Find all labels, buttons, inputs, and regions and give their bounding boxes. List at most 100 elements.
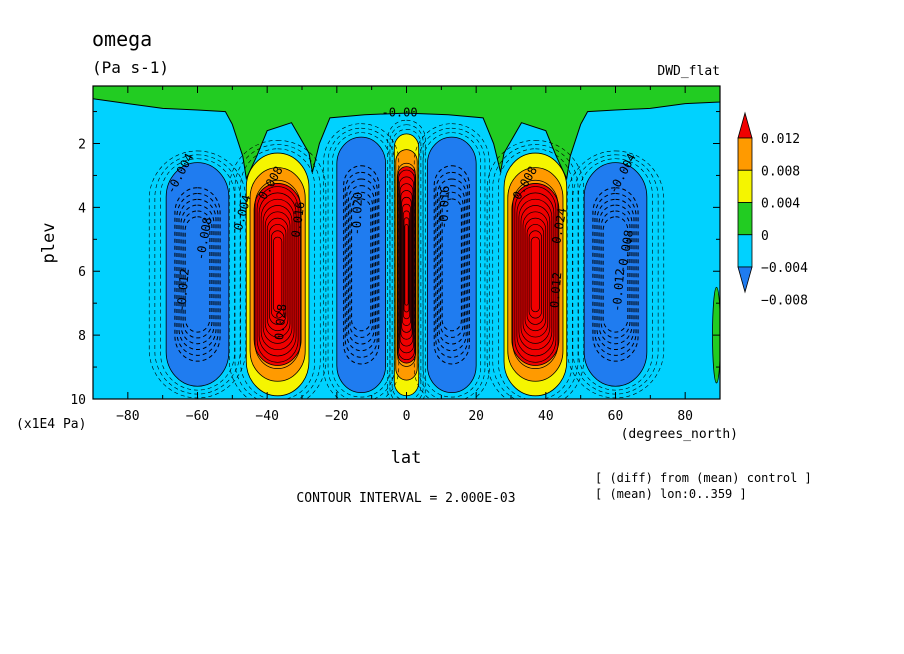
south-subtropical-positive-cell-halo-3 <box>229 140 327 399</box>
colorbar-bottom-arrow <box>737 266 753 294</box>
north-tropical-negative-cell-fill-0 <box>426 136 477 394</box>
north-subtropical-positive-cell <box>503 152 568 397</box>
north-midlat-negative-cell-halo-1 <box>578 158 653 391</box>
x-axis-units: (degrees_north) <box>621 427 738 442</box>
north-midlat-negative-cell-ring-0 <box>592 187 639 362</box>
colorbar-label-4: −0.004 <box>761 261 808 276</box>
y-tick-label-1: 4 <box>78 201 86 216</box>
colorbar-label-2: 0.004 <box>761 197 800 212</box>
north-tropical-negative-cell-ring-1 <box>435 171 469 358</box>
contour-label-14: -0.016 <box>437 185 453 229</box>
south-tropical-negative-cell-fill-0 <box>336 136 387 394</box>
y-axis-label: plev <box>39 223 59 264</box>
north-midlat-negative-cell-ring-4 <box>600 210 631 339</box>
north-midlat-negative-cell-ring-1 <box>594 193 637 356</box>
contour-label-11: 0.012 <box>547 271 564 308</box>
equatorial-updraft-core-ring-9 <box>404 224 409 306</box>
south-subtropical-positive-cell <box>245 152 310 397</box>
north-tropical-negative-cell-ring-0 <box>433 165 470 365</box>
y-tick-label-3: 8 <box>78 329 86 344</box>
south-subtropical-positive-cell-ring-0 <box>254 179 301 369</box>
north-subtropical-positive-cell-ring-3 <box>518 198 553 351</box>
equatorial-updraft-core-ring-5 <box>401 196 412 333</box>
equatorial-updraft-core-halo-3 <box>387 119 426 399</box>
south-tropical-negative-cell-ring-4 <box>349 191 373 338</box>
x-tick-label-2: −40 <box>255 409 278 424</box>
north-tropical-negative-cell-ring-3 <box>438 185 466 345</box>
x-tick-label-6: 40 <box>538 409 554 424</box>
y-tick-label-0: 2 <box>78 137 86 152</box>
x-tick-label-4: 0 <box>403 409 411 424</box>
north-subtropical-positive-cell-ring-7 <box>526 224 545 325</box>
north-tropical-negative-cell-halo-3 <box>413 123 490 399</box>
x-tick-label-8: 80 <box>677 409 693 424</box>
south-subtropical-positive-cell-ring-9 <box>273 236 283 313</box>
north-midlat-negative-cell-ring-5 <box>602 216 629 333</box>
contour-label-0: -0.00 <box>381 105 417 119</box>
north-subtropical-positive-cell-ring-2 <box>516 192 555 357</box>
south-subtropical-positive-cell-ring-5 <box>264 211 291 338</box>
colorbar-label-1: 0.008 <box>761 164 800 179</box>
chart-units: (Pa s-1) <box>92 58 169 77</box>
equatorial-updraft-core-ring-0 <box>397 162 416 367</box>
x-axis: −80 −60 −40 −20 0 20 40 60 80 <box>92 86 721 424</box>
north-tropical-negative-cell-ring-5 <box>441 198 462 332</box>
y-tick-label-4: 10 <box>70 393 86 408</box>
contour-label-8: -0.012 <box>610 268 628 312</box>
south-subtropical-positive-cell-ring-3 <box>260 198 295 351</box>
equatorial-updraft-core-halo-1 <box>391 129 422 399</box>
north-midlat-negative-cell-ring-2 <box>596 198 635 351</box>
chart-title: omega <box>92 27 152 51</box>
south-tropical-negative-cell-ring-3 <box>347 185 375 345</box>
x-tick-label-5: 20 <box>468 409 484 424</box>
equatorial-updraft-core-ring-1 <box>398 169 415 361</box>
equatorial-updraft-core-ring-4 <box>400 190 413 340</box>
equatorial-updraft-core-ring-8 <box>403 217 410 313</box>
south-midlat-negative-cell-ring-4 <box>182 210 213 339</box>
north-tropical-negative-cell <box>426 136 477 394</box>
colorbar-label-0: 0.012 <box>761 132 800 147</box>
y-tick-label-2: 6 <box>78 265 86 280</box>
south-tropical-negative-cell-ring-5 <box>351 198 372 332</box>
top-neutral-band <box>93 86 720 181</box>
contour-label-12: 0.024 <box>549 207 569 245</box>
colorbar-label-3: 0 <box>761 229 769 244</box>
north-tropical-negative-cell-ring-2 <box>436 178 467 352</box>
colorbar-label-5: −0.008 <box>761 293 808 308</box>
north-midlat-negative-cell-ring-3 <box>598 204 633 345</box>
south-subtropical-positive-cell-ring-8 <box>270 230 285 319</box>
colorbar-swatch-1 <box>737 169 753 203</box>
south-midlat-negative-cell-halo-1 <box>160 158 235 391</box>
south-midlat-negative-cell-ring-1 <box>176 193 219 356</box>
north-subtropical-positive-cell-ring-1 <box>514 186 557 363</box>
colorbar-top-arrow <box>737 111 753 139</box>
north-subtropical-positive-cell-ring-9 <box>530 236 540 313</box>
equatorial-updraft-core-ring-7 <box>402 210 411 320</box>
south-tropical-negative-cell-ring-2 <box>346 178 377 352</box>
north-subtropical-positive-cell-halo-2 <box>492 144 579 399</box>
equatorial-updraft-core-ring-2 <box>398 176 415 354</box>
south-tropical-negative-cell-ring-1 <box>344 171 378 358</box>
equatorial-updraft-core-halo-2 <box>389 124 424 399</box>
south-midlat-negative-cell-ring-0 <box>174 187 221 362</box>
north-subtropical-positive-cell-ring-6 <box>524 217 547 332</box>
contour-label-5: 0.028 <box>272 303 289 340</box>
contour-label-13: -0.020 <box>349 192 365 236</box>
note-diff: [ (diff) from (mean) control ] <box>595 471 812 485</box>
x-tick-label-7: 60 <box>608 409 624 424</box>
colorbar-swatch-2 <box>737 202 753 236</box>
y-axis: 2 4 6 8 10 <box>70 111 720 408</box>
south-midlat-negative-cell-ring-2 <box>178 198 217 351</box>
note-mean: [ (mean) lon:0..359 ] <box>595 487 747 501</box>
colorbar: 0.012 0.008 0.004 0 −0.004 −0.008 <box>737 111 808 308</box>
contour-lines <box>148 119 665 399</box>
contour-plot-area: -0.00-0.004-0.012-0.0080.0080.0280.004-0… <box>93 86 720 399</box>
x-tick-label-3: −20 <box>325 409 348 424</box>
south-tropical-negative-cell-halo-2 <box>327 127 395 399</box>
north-subtropical-positive-cell-fill-2 <box>511 183 560 366</box>
south-subtropical-positive-cell-ring-4 <box>262 205 293 344</box>
north-subtropical-positive-cell-halo-1 <box>498 148 573 399</box>
south-midlat-negative-cell-ring-3 <box>180 204 215 345</box>
south-subtropical-positive-cell-fill-2 <box>253 183 302 366</box>
north-tropical-negative-cell-halo-2 <box>418 127 486 399</box>
